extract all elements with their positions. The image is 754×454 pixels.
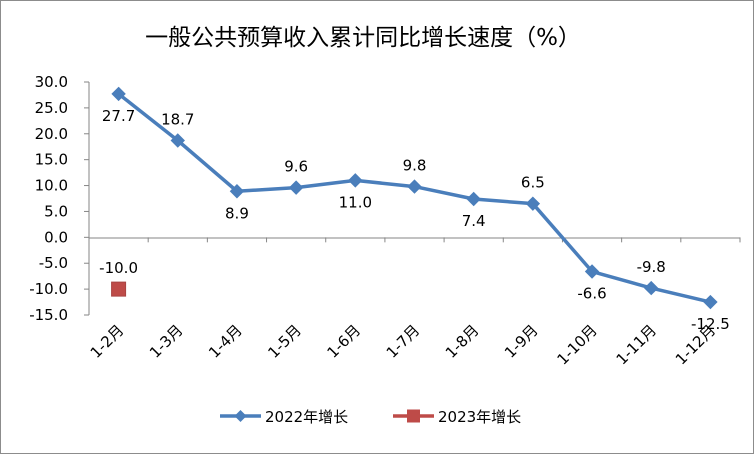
y-tick-label: 20.0	[35, 125, 68, 143]
data-point-marker	[407, 179, 422, 194]
data-label: -12.5	[691, 315, 730, 333]
x-tick-label: 1-5月	[264, 321, 305, 362]
data-label: 9.8	[403, 157, 427, 175]
data-point-marker	[703, 294, 718, 310]
data-label: 9.6	[284, 158, 308, 176]
data-point-marker	[170, 133, 185, 148]
data-label: 18.7	[161, 111, 194, 129]
x-tick-label: 1-10月	[553, 321, 600, 368]
y-tick-label: -10.0	[29, 280, 68, 298]
legend-label: 2023年增长	[438, 408, 521, 426]
chart-title: 一般公共预算收入累计同比增长速度（%）	[145, 25, 581, 51]
data-labels: 27.7 18.7 8.9 9.6 11.0 9.8 7.4 6.5 -6.6 -9.8 -12.5…	[99, 107, 730, 333]
data-label: 27.7	[102, 107, 135, 125]
x-tick-label: 1-6月	[323, 321, 364, 362]
x-tick-label: 1-8月	[442, 321, 483, 362]
y-tick-label: -5.0	[39, 254, 68, 272]
plot-area: 30.0 25.0 20.0 15.0 10.0 5.0 0.0 -5.0 -10.0 -15.0…	[29, 73, 741, 369]
x-tick-label: 1-4月	[205, 321, 246, 362]
data-point-marker	[288, 180, 304, 195]
y-tick-label: 0.0	[44, 228, 68, 246]
y-tick-label: 30.0	[35, 73, 68, 91]
data-label: -9.8	[637, 258, 666, 276]
x-axis-ticks: 1-2月 1-3月 1-4月 1-5月 1-6月 1-7月 1-8月 1-9月 1-10月 1-1…	[87, 237, 741, 369]
data-label: 6.5	[521, 174, 545, 192]
data-point-marker	[466, 191, 481, 207]
x-tick-label: 1-11月	[613, 321, 660, 368]
data-point-marker	[584, 264, 600, 279]
x-tick-label: 1-7月	[383, 321, 424, 362]
series-line	[117, 92, 711, 304]
data-point-marker	[525, 196, 541, 211]
data-point-marker	[348, 173, 363, 188]
legend-marker	[407, 409, 420, 423]
y-tick-label: 25.0	[35, 99, 68, 117]
y-axis-ticks: 30.0 25.0 20.0 15.0 10.0 5.0 0.0 -5.0 -10.0 -15.0	[29, 73, 89, 324]
legend: 2022年增长 2023年增长	[220, 408, 521, 426]
data-label: -6.6	[577, 285, 606, 303]
data-label: -10.0	[99, 259, 138, 277]
data-label: 7.4	[462, 212, 486, 230]
x-tick-label: 1-2月	[87, 321, 128, 362]
x-tick-label: 1-3月	[146, 321, 187, 362]
y-tick-label: 10.0	[35, 177, 68, 195]
legend-label: 2022年增长	[265, 408, 348, 426]
y-tick-label: 5.0	[44, 202, 68, 220]
data-label: 11.0	[339, 193, 372, 211]
data-point-marker	[111, 281, 127, 297]
y-tick-label: 15.0	[35, 151, 68, 169]
data-label: 8.9	[225, 204, 249, 222]
y-tick-label: -15.0	[29, 306, 68, 324]
data-point-marker	[111, 86, 126, 102]
x-tick-label: 1-9月	[501, 321, 542, 362]
data-point-marker	[229, 184, 245, 199]
data-point-marker	[644, 280, 659, 296]
series-layer	[111, 86, 718, 310]
legend-marker	[234, 410, 247, 422]
